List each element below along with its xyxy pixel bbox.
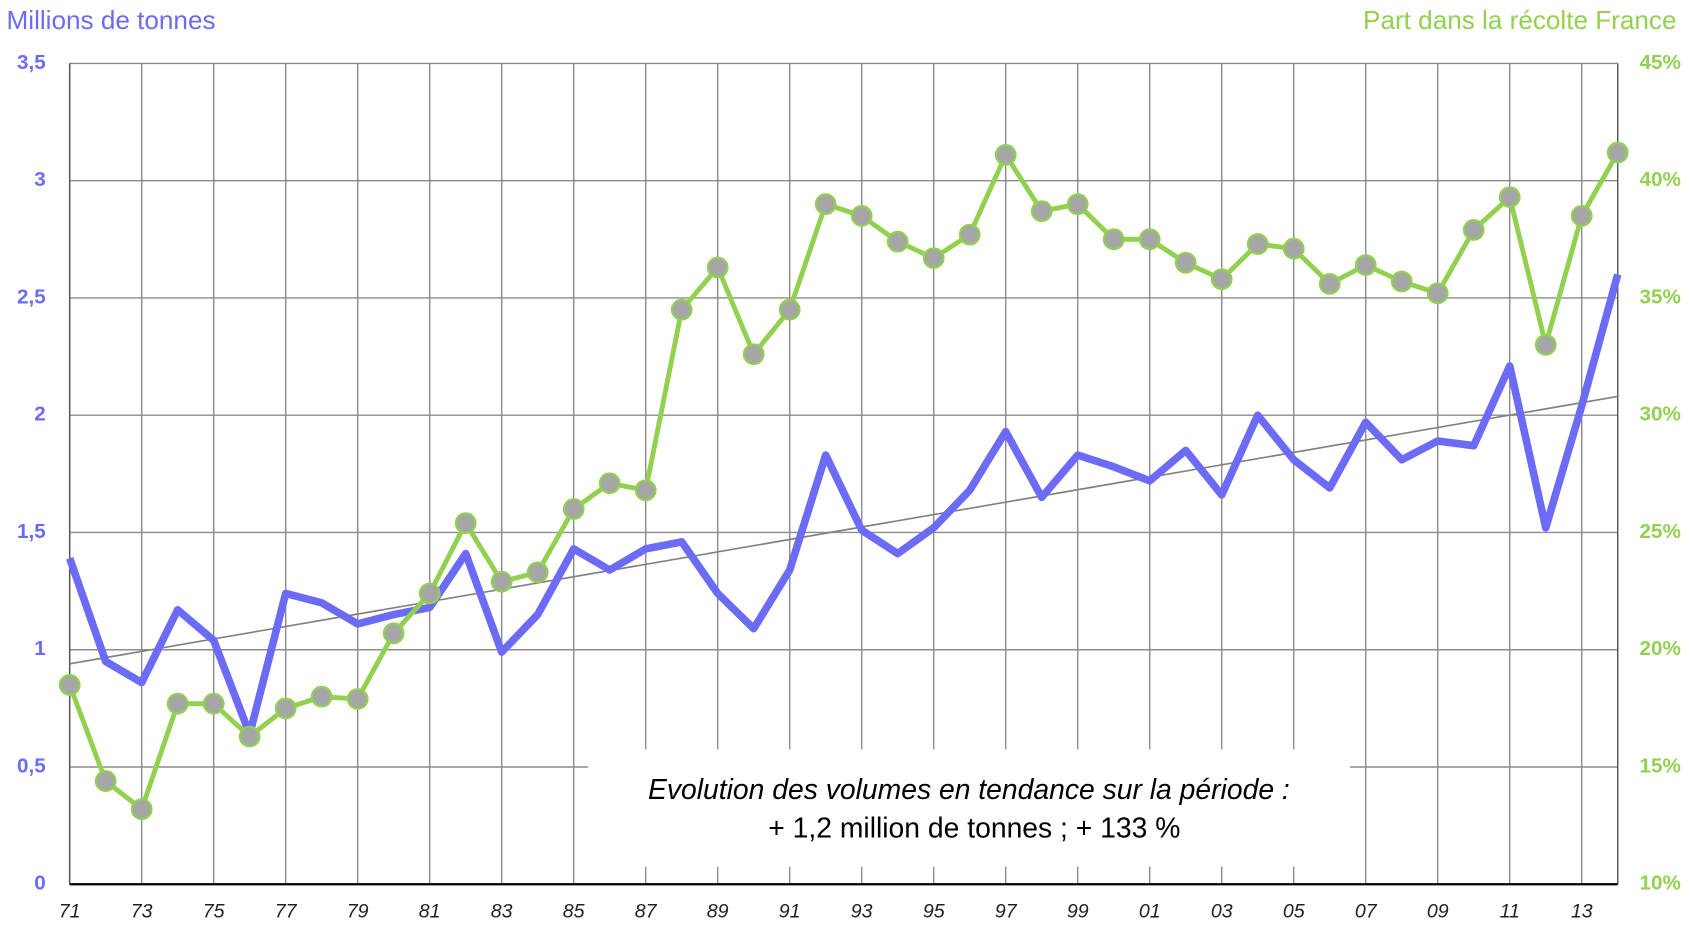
y2-tick-label: 40%	[1640, 168, 1681, 191]
x-tick-label: 09	[1427, 901, 1449, 923]
x-tick-label: 99	[1067, 901, 1089, 923]
y-tick-label: 0	[34, 872, 46, 895]
x-tick-label: 91	[779, 901, 801, 923]
data-point	[490, 570, 513, 593]
x-tick-label: 79	[347, 901, 369, 923]
data-point	[634, 479, 657, 502]
data-point	[1462, 219, 1485, 241]
x-tick-label: 13	[1571, 901, 1593, 923]
y2-tick-label: 20%	[1640, 637, 1681, 660]
data-point	[1102, 228, 1125, 251]
data-point	[94, 770, 117, 792]
data-point	[202, 692, 225, 715]
data-point	[1246, 233, 1269, 255]
data-point	[1318, 272, 1341, 295]
x-tick-label: 81	[419, 901, 441, 923]
x-tick-label: 89	[707, 901, 729, 923]
y2-axis-title: Part dans la récolte France	[1363, 5, 1676, 35]
data-point	[454, 512, 477, 534]
data-point	[922, 247, 945, 269]
y2-tick-label: 10%	[1640, 872, 1681, 895]
data-point	[382, 622, 405, 645]
x-tick-label: 93	[851, 901, 873, 923]
x-tick-label: 95	[923, 901, 945, 923]
y-tick-label: 2,5	[17, 285, 46, 308]
data-point	[130, 798, 153, 821]
data-point	[994, 144, 1017, 166]
data-point	[1606, 141, 1629, 164]
x-tick-label: 75	[203, 901, 225, 923]
data-point	[706, 256, 729, 279]
series-line	[66, 273, 1622, 738]
data-point	[850, 204, 873, 227]
y2-tick-label: 45%	[1640, 51, 1681, 74]
annotation-line: Evolution des volumes en tendance sur la…	[648, 773, 1290, 805]
annotation-line: + 1,2 million de tonnes ; + 133 %	[768, 811, 1180, 843]
data-point	[418, 582, 441, 605]
y-tick-label: 0,5	[17, 754, 46, 777]
data-point	[742, 343, 765, 366]
y2-tick-label: 15%	[1640, 754, 1681, 777]
x-tick-label: 71	[59, 901, 81, 923]
x-tick-label: 73	[131, 901, 153, 923]
y-tick-label: 2	[34, 403, 46, 426]
y2-tick-label: 30%	[1640, 403, 1681, 426]
data-point	[1570, 204, 1593, 227]
data-point	[562, 498, 585, 520]
x-tick-label: 01	[1139, 901, 1161, 923]
y-tick-label: 3	[34, 168, 46, 191]
data-point	[58, 674, 81, 696]
y-tick-label: 3,5	[17, 51, 46, 74]
data-point	[886, 230, 909, 253]
data-point	[1498, 186, 1521, 208]
data-point	[346, 688, 369, 710]
data-point	[670, 298, 693, 321]
data-point	[1174, 251, 1197, 274]
data-point	[526, 561, 549, 584]
y-axis-title: Millions de tonnes	[7, 5, 216, 35]
data-point	[310, 685, 333, 708]
x-tick-label: 03	[1211, 901, 1233, 923]
x-tick-label: 85	[563, 901, 585, 923]
x-tick-label: 11	[1500, 901, 1520, 923]
y2-tick-label: 25%	[1640, 520, 1681, 543]
data-point	[1030, 200, 1053, 223]
data-point	[958, 223, 981, 246]
y-tick-label: 1	[34, 637, 46, 660]
data-point	[1282, 237, 1305, 260]
data-point	[1390, 270, 1413, 293]
x-tick-label: 05	[1283, 901, 1305, 923]
data-point	[1354, 254, 1377, 277]
x-tick-label: 07	[1355, 901, 1378, 923]
x-tick-label: 77	[275, 901, 298, 923]
y-tick-label: 1,5	[17, 520, 46, 543]
x-tick-label: 83	[491, 901, 513, 923]
series-line	[67, 151, 1620, 812]
data-point	[814, 193, 837, 216]
data-point	[166, 692, 189, 715]
data-point	[1138, 228, 1161, 251]
y2-tick-label: 35%	[1640, 285, 1681, 308]
data-point	[1426, 282, 1449, 305]
data-point	[1210, 268, 1233, 291]
x-tick-label: 87	[635, 901, 658, 923]
data-point	[1066, 193, 1089, 216]
x-tick-label: 97	[995, 901, 1018, 923]
trend-line	[69, 395, 1618, 665]
data-point	[778, 298, 801, 321]
annotation-box	[587, 749, 1350, 867]
data-point	[274, 697, 297, 720]
data-point	[598, 472, 621, 495]
data-point	[1534, 333, 1557, 356]
data-point	[238, 725, 261, 748]
